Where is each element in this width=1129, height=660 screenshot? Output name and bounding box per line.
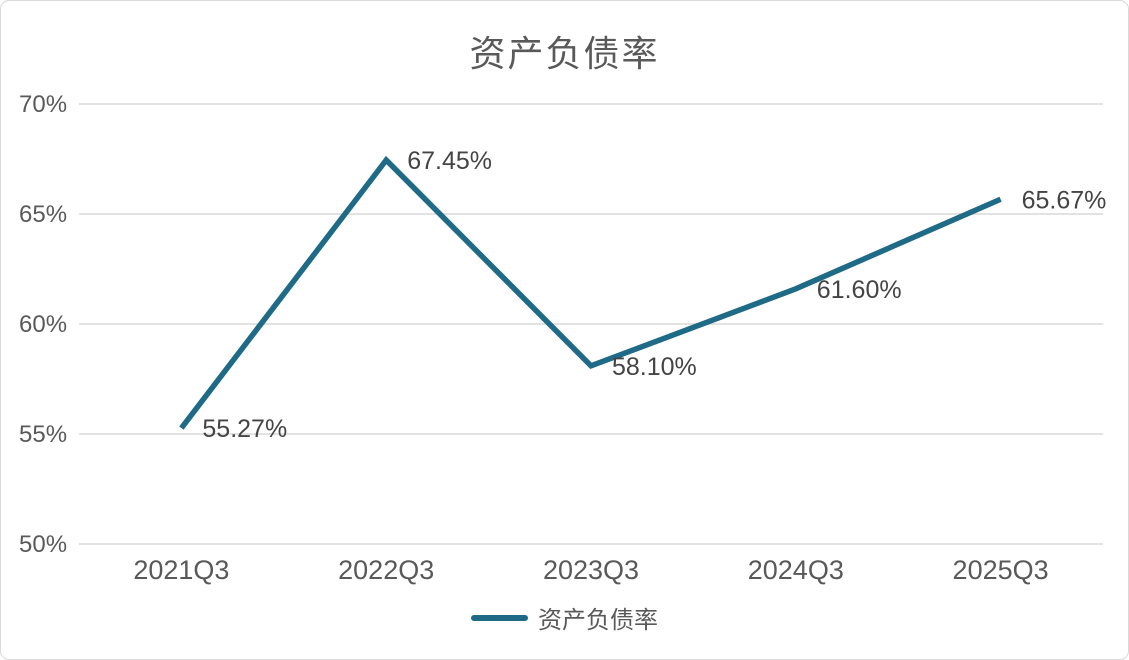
y-tick-label: 60% <box>19 311 67 338</box>
y-tick-label: 55% <box>19 421 67 448</box>
x-tick-label: 2025Q3 <box>953 555 1049 585</box>
x-tick-label: 2022Q3 <box>338 555 434 585</box>
x-tick-label: 2024Q3 <box>748 555 844 585</box>
x-tick-label: 2021Q3 <box>133 555 229 585</box>
y-tick-label: 65% <box>19 201 67 228</box>
x-tick-label: 2023Q3 <box>543 555 639 585</box>
data-label: 61.60% <box>817 276 902 304</box>
legend-item[interactable]: 资产负债率 <box>1 600 1128 635</box>
data-label: 55.27% <box>202 415 287 443</box>
data-label: 65.67% <box>1022 186 1107 214</box>
legend-line-swatch <box>471 614 528 621</box>
data-label: 67.45% <box>407 147 492 175</box>
legend-label: 资产负债率 <box>538 607 658 634</box>
y-tick-label: 50% <box>19 531 67 558</box>
y-tick-label: 70% <box>19 91 67 118</box>
data-label: 58.10% <box>612 353 697 381</box>
series-line[interactable] <box>179 155 1002 430</box>
